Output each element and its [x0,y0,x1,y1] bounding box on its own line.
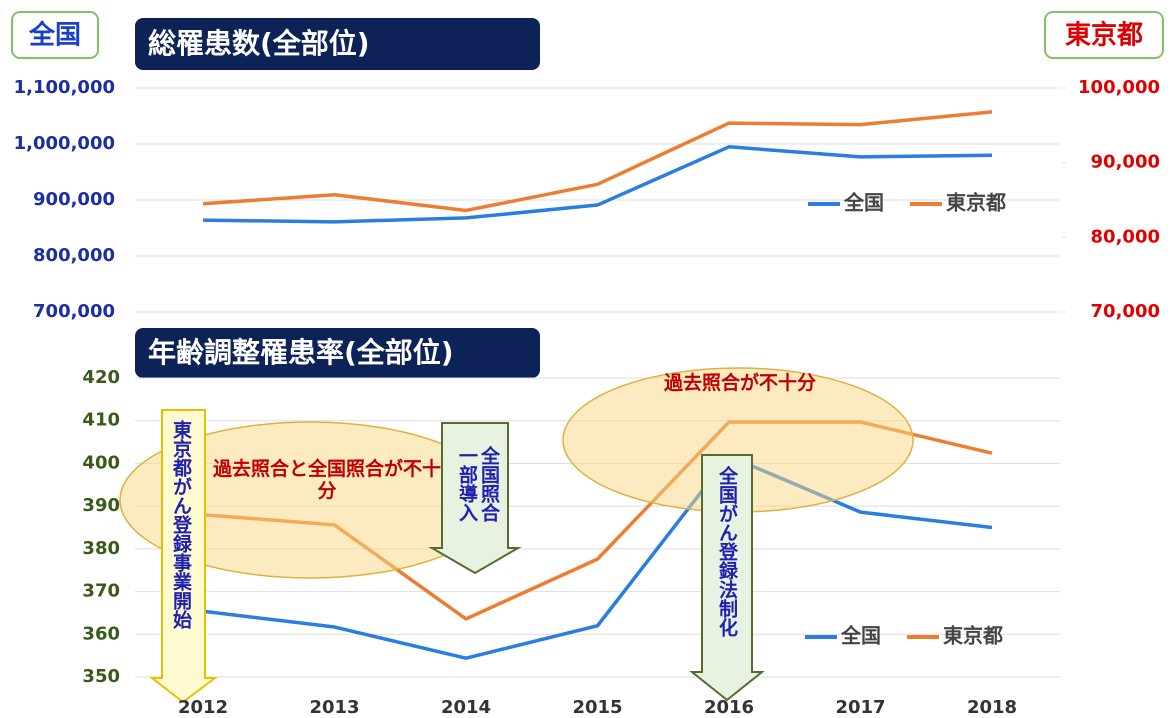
arrow [428,422,522,575]
y-tick-label: 370 [82,581,120,602]
legend-label: 東京都 [943,624,1003,648]
y-tick-label: 1,100,000 [14,77,115,98]
y2-tick-label: 70,000 [1091,301,1160,322]
x-tick-label: 2014 [441,697,491,718]
right-badge [1044,11,1164,59]
title-banner [135,328,540,378]
y-tick-label: 390 [82,495,120,516]
legend-label: 全国 [843,191,884,215]
chart-title: 年齢調整罹患率(全部位) [148,336,454,369]
y-tick-label: 410 [82,410,120,431]
x-tick-label: 2012 [178,697,228,718]
left-axis-badge: 全国 [28,20,81,51]
y-tick-label: 400 [82,452,120,473]
annotation: 東京都がん登録事業開始 [170,420,192,629]
series-line [202,145,993,224]
annotation-shapes [119,367,914,704]
y-tick-label: 350 [82,666,120,687]
annotation: 過去照合が不十分 [663,372,816,394]
y-tick-label: 360 [82,623,120,644]
y-tick-label: 420 [82,367,120,388]
arrow [689,454,765,702]
x-tick-label: 2013 [309,697,359,718]
right-axis-badge: 東京都 [1065,20,1143,51]
y2-tick-label: 90,000 [1091,152,1160,173]
title-banner [135,18,540,70]
x-tick-label: 2017 [835,697,885,718]
annotation: 全国照合一部導入 [456,446,500,522]
y-tick-label: 380 [82,538,120,559]
annotation: 全国がん登録法制化 [716,466,738,637]
legend-label: 全国 [840,624,881,648]
arrow [149,409,218,704]
x-tick-label: 2015 [572,697,622,718]
y-tick-label: 700,000 [33,301,115,322]
series-line [202,110,993,213]
y-tick-label: 800,000 [33,245,115,266]
left-badge [11,11,99,59]
series-line [202,454,993,660]
legend-label: 東京都 [946,191,1006,215]
y-tick-label: 900,000 [33,189,115,210]
y2-tick-label: 100,000 [1078,77,1160,98]
x-tick-label: 2016 [704,697,754,718]
y-tick-label: 1,000,000 [14,133,115,154]
x-tick-label: 2018 [967,697,1017,718]
chart-title: 総罹患数(全部位) [148,27,370,60]
annotation: 過去照合と全国照合が不十分 [212,458,441,502]
y2-tick-label: 80,000 [1091,226,1160,247]
